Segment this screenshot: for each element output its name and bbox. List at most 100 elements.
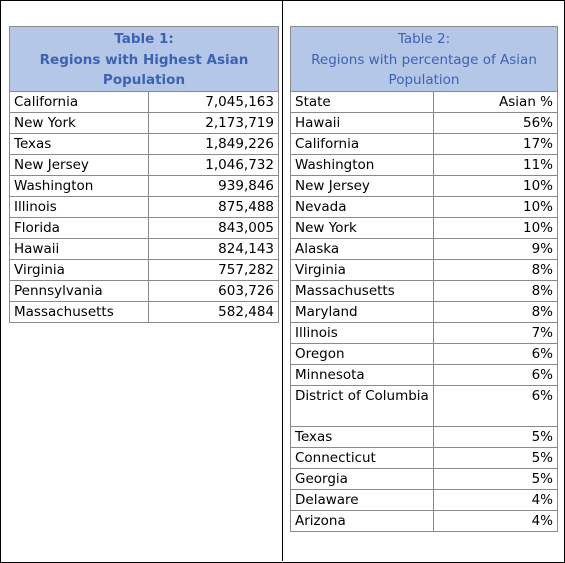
table-row: New Jersey 1,046,732 (9, 153, 279, 176)
table2-body: State Asian % Hawaii 56% California 17% Wash… (290, 90, 558, 532)
table-row: New Jersey 10% (290, 174, 558, 197)
table-row: Arizona 4% (290, 509, 558, 532)
table-row: Oregon 6% (290, 342, 558, 365)
state-column-header: State (290, 90, 434, 113)
table-row: Hawaii 824,143 (9, 237, 279, 260)
table-row: Georgia 5% (290, 467, 558, 490)
state-name: Maryland (290, 300, 434, 323)
table2-title-line1: Table 2: (397, 31, 451, 47)
table-row: Washington 939,846 (9, 174, 279, 197)
region-name: Illinois (9, 195, 149, 218)
table-row: Virginia 757,282 (9, 258, 279, 281)
asian-percentage: 56% (433, 111, 558, 134)
asian-percentage-table: Table 2: Regions with percentage of Asia… (290, 26, 558, 532)
state-name: New York (290, 216, 434, 239)
region-name: Massachusetts (9, 300, 149, 323)
asian-percentage: 5% (433, 446, 558, 469)
population-value: 824,143 (148, 237, 279, 260)
asian-percentage: 4% (433, 488, 558, 511)
state-name: California (290, 132, 434, 155)
table-row: Alaska 9% (290, 237, 558, 260)
asian-percentage: 6% (433, 342, 558, 365)
table-header-row: Table 2: Regions with percentage of Asia… (290, 26, 558, 92)
state-name: Illinois (290, 321, 434, 344)
state-name: Minnesota (290, 363, 434, 386)
table1-title: Table 1: Regions with Highest Asian Popu… (9, 26, 279, 92)
table-row: California 7,045,163 (9, 90, 279, 113)
table-header-row: Table 1: Regions with Highest Asian Popu… (9, 26, 279, 92)
table-row: Washington 11% (290, 153, 558, 176)
state-name: Delaware (290, 488, 434, 511)
asian-percentage: 6% (433, 384, 558, 427)
population-value: 2,173,719 (148, 111, 279, 134)
asian-percentage: 8% (433, 300, 558, 323)
table-row: Massachusetts 8% (290, 279, 558, 302)
state-name: Connecticut (290, 446, 434, 469)
region-name: New Jersey (9, 153, 149, 176)
state-name: Arizona (290, 509, 434, 532)
asian-population-table: Table 1: Regions with Highest Asian Popu… (9, 26, 279, 323)
table-row: New York 10% (290, 216, 558, 239)
table-row: Florida 843,005 (9, 216, 279, 239)
table-row: Massachusetts 582,484 (9, 300, 279, 323)
state-name: Oregon (290, 342, 434, 365)
asian-percentage: 6% (433, 363, 558, 386)
state-name: Massachusetts (290, 279, 434, 302)
state-name: New Jersey (290, 174, 434, 197)
population-value: 1,849,226 (148, 132, 279, 155)
table-row: Texas 1,849,226 (9, 132, 279, 155)
region-name: California (9, 90, 149, 113)
asian-percentage: 8% (433, 279, 558, 302)
population-value: 939,846 (148, 174, 279, 197)
asian-percentage: 7% (433, 321, 558, 344)
asian-percentage: 5% (433, 467, 558, 490)
asian-percentage: 5% (433, 425, 558, 448)
column-header-row: State Asian % (290, 90, 558, 113)
asian-percentage: 4% (433, 509, 558, 532)
table2-title-rest: Regions with percentage of Asian Populat… (311, 51, 537, 89)
asian-percentage: 17% (433, 132, 558, 155)
table1-body: California 7,045,163 New York 2,173,719 Texa… (9, 90, 279, 323)
asian-percentage: 10% (433, 195, 558, 218)
asian-percentage: 9% (433, 237, 558, 260)
region-name: Texas (9, 132, 149, 155)
table-row: Illinois 7% (290, 321, 558, 344)
population-value: 843,005 (148, 216, 279, 239)
table-row: Illinois 875,488 (9, 195, 279, 218)
asian-percentage: 10% (433, 216, 558, 239)
table-row: Texas 5% (290, 425, 558, 448)
asian-percentage: 11% (433, 153, 558, 176)
table-row: Hawaii 56% (290, 111, 558, 134)
population-value: 603,726 (148, 279, 279, 302)
state-name: Georgia (290, 467, 434, 490)
state-name: Virginia (290, 258, 434, 281)
table2-title: Table 2: Regions with percentage of Asia… (290, 26, 558, 92)
population-value: 757,282 (148, 258, 279, 281)
table-row: Pennsylvania 603,726 (9, 279, 279, 302)
state-name: Hawaii (290, 111, 434, 134)
asian-percentage: 10% (433, 174, 558, 197)
table-row: Maryland 8% (290, 300, 558, 323)
column-divider (282, 0, 283, 561)
region-name: New York (9, 111, 149, 134)
state-name: Texas (290, 425, 434, 448)
region-name: Florida (9, 216, 149, 239)
asian-percentage: 8% (433, 258, 558, 281)
state-name: Nevada (290, 195, 434, 218)
table-row: District of Columbia 6% (290, 384, 558, 427)
population-value: 1,046,732 (148, 153, 279, 176)
table-row: Connecticut 5% (290, 446, 558, 469)
table1-title-rest: Regions with Highest Asian Population (39, 51, 249, 89)
state-name: Washington (290, 153, 434, 176)
population-value: 7,045,163 (148, 90, 279, 113)
region-name: Virginia (9, 258, 149, 281)
table-row: Minnesota 6% (290, 363, 558, 386)
table-row: New York 2,173,719 (9, 111, 279, 134)
table-row: Nevada 10% (290, 195, 558, 218)
state-name: Alaska (290, 237, 434, 260)
table-row: Virginia 8% (290, 258, 558, 281)
region-name: Hawaii (9, 237, 149, 260)
table-row: Delaware 4% (290, 488, 558, 511)
population-value: 875,488 (148, 195, 279, 218)
table1-title-line1: Table 1: (114, 31, 174, 47)
